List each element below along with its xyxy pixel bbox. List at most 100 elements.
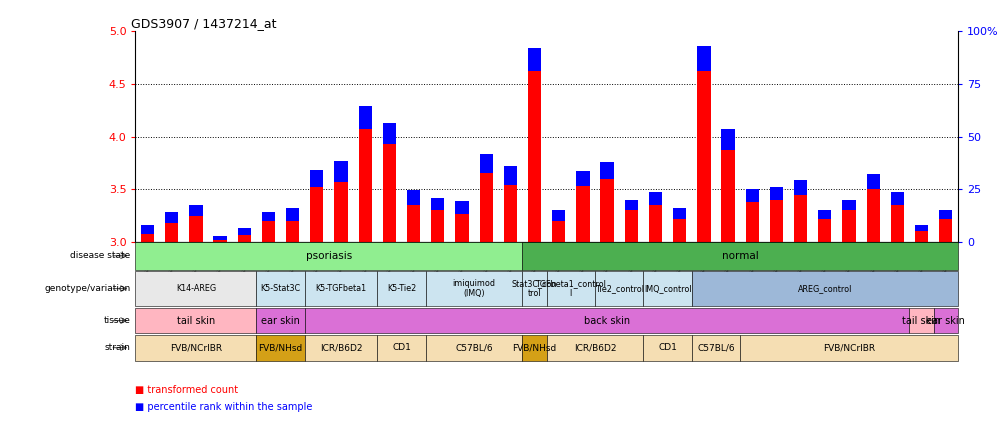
Bar: [455, 214, 468, 242]
Bar: [286, 208, 299, 221]
Text: ■ percentile rank within the sample: ■ percentile rank within the sample: [135, 402, 313, 412]
Bar: [407, 190, 420, 205]
Bar: [818, 219, 831, 242]
Bar: [624, 210, 637, 242]
Bar: [696, 71, 709, 242]
Text: K14-AREG: K14-AREG: [175, 284, 215, 293]
Bar: [334, 161, 348, 182]
Bar: [165, 213, 178, 223]
Text: FVB/NHsd: FVB/NHsd: [259, 343, 303, 352]
Bar: [938, 210, 952, 219]
Bar: [551, 210, 565, 221]
Bar: [648, 192, 661, 205]
Bar: [310, 187, 324, 242]
Bar: [262, 212, 275, 221]
Text: normal: normal: [721, 251, 758, 261]
Text: TGFbeta1_control
l: TGFbeta1_control l: [535, 279, 605, 298]
Bar: [551, 221, 565, 242]
Bar: [866, 174, 879, 189]
Bar: [165, 223, 178, 242]
Text: ear skin: ear skin: [926, 316, 964, 325]
Bar: [407, 205, 420, 242]
Bar: [237, 234, 250, 242]
Text: disease state: disease state: [70, 251, 130, 260]
Bar: [576, 171, 589, 186]
Text: K5-Tie2: K5-Tie2: [387, 284, 416, 293]
Bar: [479, 155, 492, 174]
Bar: [189, 205, 202, 216]
Bar: [527, 48, 541, 71]
Bar: [334, 182, 348, 242]
Text: AREG_control: AREG_control: [797, 284, 851, 293]
Text: tissue: tissue: [103, 316, 130, 325]
Bar: [890, 205, 903, 242]
Text: C57BL/6: C57BL/6: [455, 343, 492, 352]
Text: Tie2_control: Tie2_control: [594, 284, 643, 293]
Bar: [237, 228, 250, 234]
Text: K5-Stat3C: K5-Stat3C: [261, 284, 301, 293]
Text: psoriasis: psoriasis: [306, 251, 352, 261]
Text: CD1: CD1: [657, 343, 676, 352]
Text: C57BL/6: C57BL/6: [696, 343, 734, 352]
Bar: [358, 129, 372, 242]
Bar: [672, 208, 685, 219]
Text: imiquimod
(IMQ): imiquimod (IMQ): [452, 279, 495, 298]
Bar: [310, 170, 324, 187]
Text: genotype/variation: genotype/variation: [44, 284, 130, 293]
Text: tail skin: tail skin: [902, 316, 940, 325]
Bar: [600, 179, 613, 242]
Text: Stat3C_con
trol: Stat3C_con trol: [511, 279, 557, 298]
Bar: [213, 240, 226, 242]
Text: CD1: CD1: [392, 343, 411, 352]
Bar: [818, 210, 831, 219]
Bar: [383, 123, 396, 144]
Bar: [794, 180, 807, 194]
Text: ICR/B6D2: ICR/B6D2: [320, 343, 362, 352]
Bar: [527, 71, 541, 242]
Bar: [213, 236, 226, 240]
Text: GDS3907 / 1437214_at: GDS3907 / 1437214_at: [131, 17, 277, 30]
Bar: [769, 200, 783, 242]
Bar: [794, 194, 807, 242]
Bar: [938, 219, 952, 242]
Bar: [503, 185, 516, 242]
Bar: [720, 129, 734, 150]
Bar: [720, 150, 734, 242]
Text: back skin: back skin: [583, 316, 629, 325]
Bar: [383, 144, 396, 242]
Bar: [358, 106, 372, 129]
Text: FVB/NCrIBR: FVB/NCrIBR: [169, 343, 221, 352]
Text: IMQ_control: IMQ_control: [643, 284, 690, 293]
Bar: [842, 210, 855, 242]
Bar: [769, 187, 783, 200]
Text: ■ transformed count: ■ transformed count: [135, 385, 238, 395]
Text: strain: strain: [104, 343, 130, 352]
Bar: [648, 205, 661, 242]
Bar: [744, 189, 759, 202]
Bar: [600, 162, 613, 179]
Bar: [672, 219, 685, 242]
Bar: [479, 174, 492, 242]
Bar: [140, 234, 154, 242]
Text: ICR/B6D2: ICR/B6D2: [573, 343, 615, 352]
Bar: [866, 189, 879, 242]
Text: FVB/NCrIBR: FVB/NCrIBR: [822, 343, 874, 352]
Bar: [890, 192, 903, 205]
Text: tail skin: tail skin: [176, 316, 214, 325]
Bar: [431, 198, 444, 210]
Bar: [576, 186, 589, 242]
Bar: [503, 166, 516, 185]
Text: ear skin: ear skin: [261, 316, 300, 325]
Bar: [189, 216, 202, 242]
Bar: [262, 221, 275, 242]
Bar: [431, 210, 444, 242]
Bar: [842, 200, 855, 210]
Bar: [455, 201, 468, 214]
Text: FVB/NHsd: FVB/NHsd: [512, 343, 556, 352]
Bar: [744, 202, 759, 242]
Bar: [914, 225, 927, 231]
Bar: [624, 200, 637, 210]
Bar: [140, 225, 154, 234]
Bar: [696, 46, 709, 71]
Text: K5-TGFbeta1: K5-TGFbeta1: [316, 284, 366, 293]
